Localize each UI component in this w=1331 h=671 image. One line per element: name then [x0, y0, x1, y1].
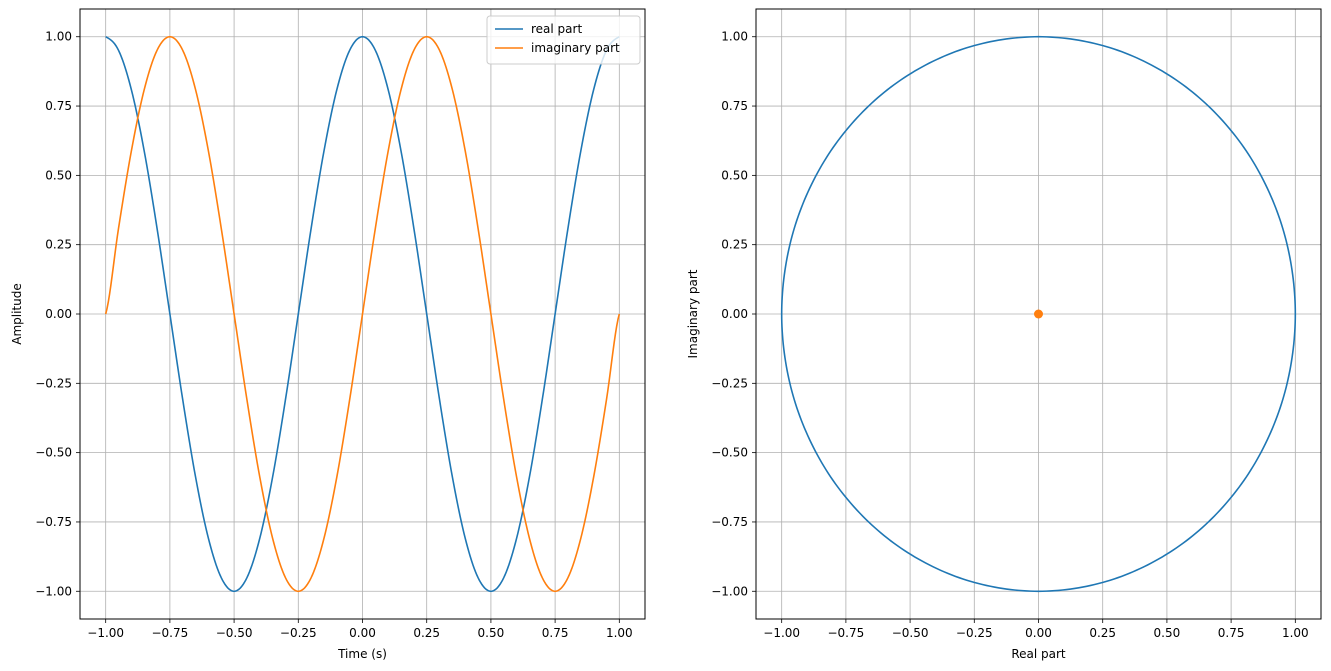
x-tick-label: 0.50 — [1154, 626, 1181, 640]
x-tick-label: 0.25 — [413, 626, 440, 640]
x-tick-label: 0.75 — [1218, 626, 1245, 640]
series-lines — [104, 35, 621, 593]
data-point-1-0 — [1034, 309, 1043, 319]
x-tick-label: 0.75 — [542, 626, 569, 640]
y-tick-label: 0.00 — [45, 307, 72, 321]
series-lines — [780, 35, 1297, 593]
x-axis-ticks: −1.00 −0.75 −0.50 −0.25 0.00 0.25 0.50 0.75 1.00 — [763, 619, 1309, 640]
x-tick-label: −1.00 — [763, 626, 800, 640]
x-tick-label: −0.25 — [280, 626, 317, 640]
y-tick-label: 0.25 — [45, 238, 72, 252]
x-tick-label: 1.00 — [606, 626, 633, 640]
y-tick-label: −0.50 — [35, 446, 72, 460]
series-line-real-part — [105, 35, 620, 593]
y-tick-label: 0.25 — [721, 238, 748, 252]
x-tick-label: 0.25 — [1089, 626, 1116, 640]
y-tick-label: −1.00 — [711, 584, 748, 598]
y-axis-label: Imaginary part — [686, 269, 700, 358]
y-tick-label: −0.75 — [711, 515, 748, 529]
x-tick-label: −0.50 — [216, 626, 253, 640]
x-tick-label: −0.50 — [892, 626, 929, 640]
legend-label-imaginary-part: imaginary part — [531, 41, 620, 55]
legend: real part imaginary part — [486, 15, 641, 65]
time-domain-chart: −1.00 −0.75 −0.50 −0.25 0.00 0.25 0.50 0.75 1.00… — [10, 8, 646, 661]
x-tick-label: −0.75 — [151, 626, 188, 640]
y-tick-label: 1.00 — [45, 30, 72, 44]
y-tick-label: 0.00 — [721, 307, 748, 321]
y-tick-label: 0.50 — [45, 168, 72, 182]
y-tick-label: −0.25 — [35, 376, 72, 390]
x-tick-label: −0.75 — [827, 626, 864, 640]
y-axis-label: Amplitude — [10, 283, 24, 345]
y-tick-label: −0.50 — [711, 446, 748, 460]
y-axis-ticks: −1.00 −0.75 −0.50 −0.25 0.00 0.25 0.50 0.75 1.00 — [711, 30, 756, 598]
x-axis-label: Time (s) — [337, 647, 387, 661]
y-tick-label: −0.75 — [35, 515, 72, 529]
x-axis-ticks: −1.00 −0.75 −0.50 −0.25 0.00 0.25 0.50 0.75 1.00 — [87, 619, 633, 640]
x-axis-label: Real part — [1011, 647, 1066, 661]
y-tick-label: 0.75 — [721, 99, 748, 113]
y-tick-label: −0.25 — [711, 376, 748, 390]
x-tick-label: 1.00 — [1282, 626, 1309, 640]
y-tick-label: 0.50 — [721, 168, 748, 182]
series-line-0 — [780, 35, 1297, 593]
y-axis-ticks: −1.00 −0.75 −0.50 −0.25 0.00 0.25 0.50 0.75 1.00 — [35, 30, 80, 598]
x-tick-label: 0.00 — [1025, 626, 1052, 640]
y-tick-label: 0.75 — [45, 99, 72, 113]
grid-lines — [756, 9, 1321, 619]
y-tick-label: −1.00 — [35, 584, 72, 598]
x-tick-label: 0.00 — [349, 626, 376, 640]
x-tick-label: −0.25 — [956, 626, 993, 640]
x-tick-label: −1.00 — [87, 626, 124, 640]
x-tick-label: 0.50 — [478, 626, 505, 640]
complex-plane-chart: −1.00 −0.75 −0.50 −0.25 0.00 0.25 0.50 0.75 1.00… — [686, 8, 1322, 661]
y-tick-label: 1.00 — [721, 30, 748, 44]
series-line-imaginary-part — [104, 35, 621, 593]
legend-box — [486, 15, 641, 65]
legend-label-real-part: real part — [531, 22, 582, 36]
